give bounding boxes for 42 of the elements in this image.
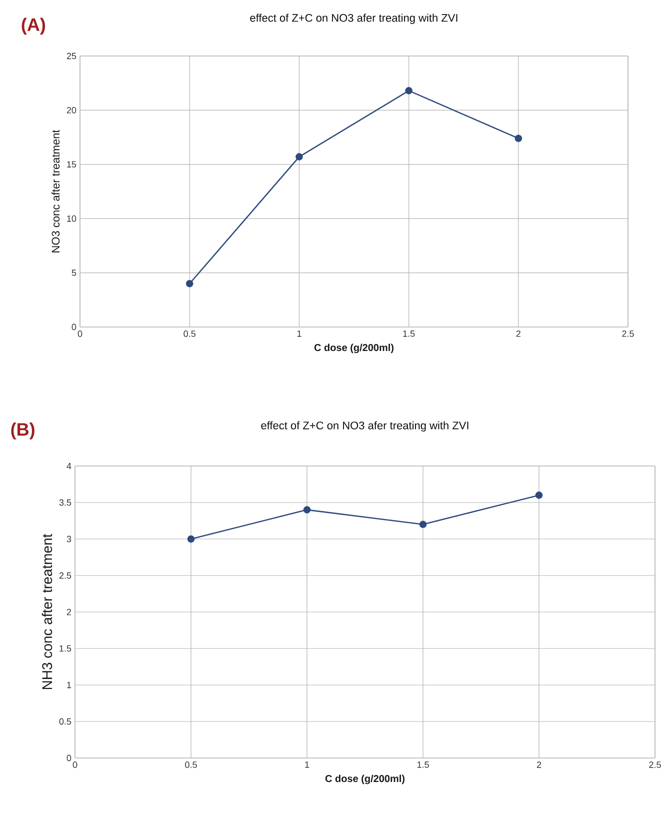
x-tick-label: 1.5 [417, 762, 429, 768]
x-tick-label: 2.5 [622, 330, 634, 337]
x-tick-label: 1.5 [403, 330, 415, 337]
y-tick-label: 10 [67, 215, 76, 222]
x-tick-label: 0 [78, 330, 82, 337]
x-tick-label: 1 [305, 762, 310, 768]
point [296, 153, 303, 160]
y-tick-label: 4 [66, 462, 72, 470]
x-tick-label: 2.5 [649, 762, 661, 768]
x-tick-label: 2 [536, 762, 542, 768]
chart-title: effect of Z+C on NO3 afer treating with ZVI [250, 14, 458, 24]
x-tick-label: 2 [516, 330, 520, 337]
y-tick-label: 0 [72, 324, 76, 330]
point [187, 535, 195, 543]
x-axis-title: C dose (g/200ml) [314, 344, 394, 354]
point [535, 492, 543, 499]
x-tick-label: 0.5 [185, 762, 197, 768]
y-tick-label: 3 [66, 536, 72, 542]
text: (B) [11, 422, 34, 440]
point [186, 280, 194, 288]
y-tick-label: 1.5 [60, 645, 72, 652]
y-tick-label: 20 [66, 107, 76, 114]
y-tick-label: 15 [67, 161, 76, 168]
y-axis-title: NO3 conc after treatment [52, 130, 60, 252]
y-tick-label: 1 [67, 682, 72, 688]
y-tick-label: 25 [66, 52, 76, 60]
y-tick-label: 0 [66, 754, 72, 762]
text: (A) [22, 18, 46, 35]
point [405, 87, 412, 94]
y-axis-title: NH3 conc after treatment [42, 534, 52, 690]
point [303, 506, 311, 514]
y-tick-label: 2.5 [59, 572, 72, 579]
x-axis-title: C dose (g/200ml) [325, 774, 405, 784]
y-tick-label: 2 [66, 608, 72, 616]
y-tick-label: 5 [72, 270, 76, 276]
point [514, 134, 522, 142]
y-tick-label: 3.5 [59, 499, 72, 506]
chart-title: effect of Z+C on NO3 afer treating with ZVI [261, 421, 468, 432]
y-tick-label: 0.5 [59, 718, 72, 725]
point [419, 520, 427, 528]
x-tick-label: 0.5 [184, 330, 196, 337]
x-tick-label: 1 [297, 330, 302, 337]
